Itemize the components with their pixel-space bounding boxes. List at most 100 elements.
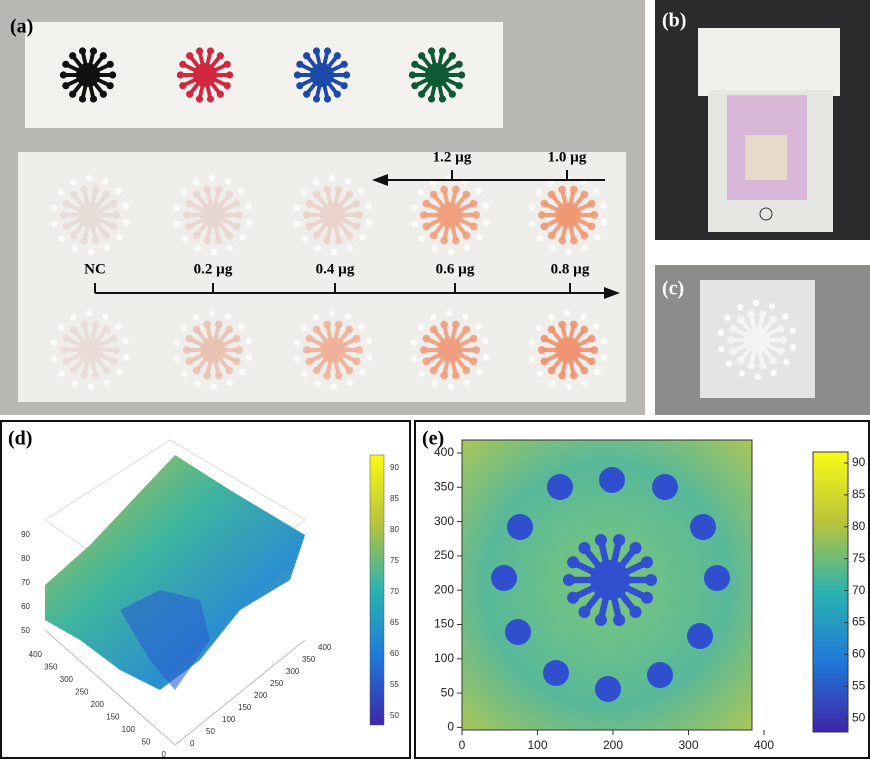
dot [730, 325, 738, 333]
outer-dot [294, 339, 300, 345]
spot [652, 474, 678, 500]
amount-label: 0.6 µg [436, 261, 475, 277]
dot [470, 335, 478, 343]
outer-dot [432, 245, 438, 251]
outer-dot [566, 384, 572, 390]
outer-dot [225, 313, 231, 319]
dot [440, 186, 448, 194]
dot [613, 534, 625, 546]
outer-dot [755, 374, 761, 380]
z-tick-label: 80 [21, 554, 30, 563]
outer-dot [345, 313, 351, 319]
dot [770, 357, 778, 365]
dot [759, 362, 767, 370]
outer-dot [358, 188, 364, 194]
figure: (a) 1.2 µg1.0 µgNC0.2 µg0.4 µg0.6 µg0.8 … [0, 0, 870, 759]
outer-dot [70, 314, 76, 320]
outer-dot [313, 314, 319, 320]
dot [69, 91, 76, 98]
dot [439, 95, 446, 102]
dot [233, 223, 241, 231]
colorbar-tick-label: 85 [852, 487, 866, 501]
z-tick-label: 70 [21, 578, 30, 587]
outer-dot [529, 356, 535, 362]
x-tick-label: 250 [270, 679, 284, 688]
outer-dot [294, 356, 300, 362]
outer-dot [582, 380, 588, 386]
dot [440, 321, 448, 329]
y-tick-label: 150 [434, 617, 454, 631]
dot [235, 346, 243, 354]
dot [770, 316, 778, 324]
dot [313, 95, 320, 102]
dot [458, 71, 465, 78]
dot [196, 95, 203, 102]
outer-dot [739, 370, 745, 376]
dot [226, 191, 234, 199]
spot [543, 660, 569, 686]
spot [505, 619, 531, 645]
dot [183, 211, 191, 219]
outer-dot [195, 245, 201, 251]
center [193, 63, 217, 87]
dot [110, 200, 118, 208]
y-tick-label: 350 [44, 663, 58, 672]
center [77, 337, 103, 363]
dot [779, 336, 787, 344]
outer-dot [483, 354, 489, 360]
outer-dot [193, 179, 199, 185]
dot [60, 346, 68, 354]
dot [334, 52, 341, 59]
colorbar-tick-label: 75 [390, 556, 399, 565]
dot [226, 367, 234, 375]
dot [70, 326, 78, 334]
outer-dot [59, 235, 65, 241]
dot [217, 52, 224, 59]
panel-label: (c) [662, 278, 684, 300]
panel-b: (b) [655, 0, 870, 240]
outer-dot [753, 300, 759, 306]
outer-dot [193, 314, 199, 320]
outer-dot [302, 235, 308, 241]
outer-dot [365, 338, 371, 344]
outer-dot [601, 354, 607, 360]
outer-dot [331, 384, 337, 390]
outer-dot [550, 380, 556, 386]
y-tick-label: 250 [75, 688, 89, 697]
dot [341, 61, 348, 68]
outer-dot [366, 219, 372, 225]
outer-dot [529, 339, 535, 345]
dot [306, 335, 314, 343]
dot [472, 211, 480, 219]
dot [80, 186, 88, 194]
outer-dot [432, 380, 438, 386]
outer-dot [59, 370, 65, 376]
spot [687, 623, 713, 649]
dot [737, 316, 745, 324]
dot [70, 232, 78, 240]
dot [323, 372, 331, 380]
dot [112, 346, 120, 354]
dot [107, 82, 114, 89]
dot [353, 358, 361, 366]
dot [558, 372, 566, 380]
dot [428, 47, 435, 54]
dot [440, 237, 448, 245]
dot [233, 358, 241, 366]
dot [215, 372, 223, 380]
outer-dot [718, 329, 724, 335]
dot [538, 211, 546, 219]
outer-dot [419, 235, 425, 241]
outer-dot [294, 221, 300, 227]
outer-dot [86, 175, 92, 181]
dot [470, 358, 478, 366]
dot [456, 61, 463, 68]
outer-dot [347, 380, 353, 386]
dot [103, 191, 111, 199]
dot [79, 95, 86, 102]
dot [588, 223, 596, 231]
dot [346, 367, 354, 375]
outer-dot [294, 204, 300, 210]
dot [570, 237, 578, 245]
dot [217, 91, 224, 98]
